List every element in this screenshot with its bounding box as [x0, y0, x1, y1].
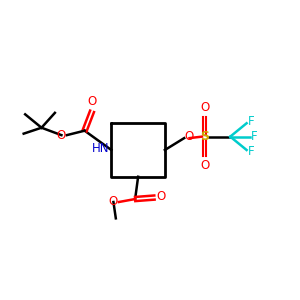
- Text: HN: HN: [92, 142, 110, 155]
- Text: O: O: [56, 129, 65, 142]
- Text: O: O: [87, 95, 97, 108]
- Text: F: F: [248, 145, 254, 158]
- Text: O: O: [200, 159, 210, 172]
- Text: O: O: [156, 190, 165, 202]
- Text: S: S: [200, 130, 209, 143]
- Text: O: O: [108, 195, 117, 208]
- Text: O: O: [200, 101, 210, 114]
- Text: F: F: [250, 130, 257, 143]
- Text: O: O: [185, 130, 194, 143]
- Text: F: F: [248, 115, 254, 128]
